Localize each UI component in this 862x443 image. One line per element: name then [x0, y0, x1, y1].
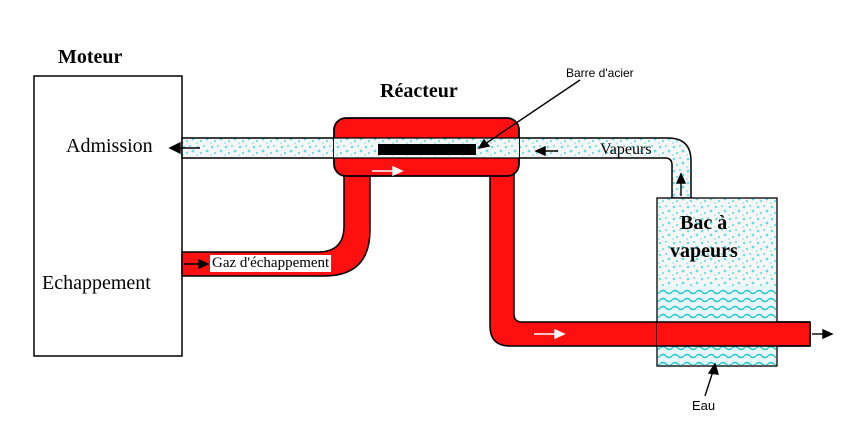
exhaust-gas-label: Gaz d'échappement — [210, 255, 332, 272]
engine-label: Moteur — [58, 46, 123, 68]
intake-label: Admission — [66, 135, 153, 157]
exhaust-label: Echappement — [42, 272, 151, 294]
vapor-tank — [656, 197, 811, 367]
vapor-tank-label-line1: Bac à — [680, 212, 728, 234]
reactor-label: Réacteur — [380, 80, 458, 102]
steel-bar — [378, 144, 476, 155]
steel-bar-label: Barre d'acier — [566, 66, 634, 80]
vapor-tank-label-line2: vapeurs — [670, 240, 738, 262]
water-label: Eau — [692, 398, 716, 413]
flow-arrows — [168, 79, 834, 397]
vapors-label: Vapeurs — [600, 141, 652, 158]
engine-box — [33, 75, 183, 357]
